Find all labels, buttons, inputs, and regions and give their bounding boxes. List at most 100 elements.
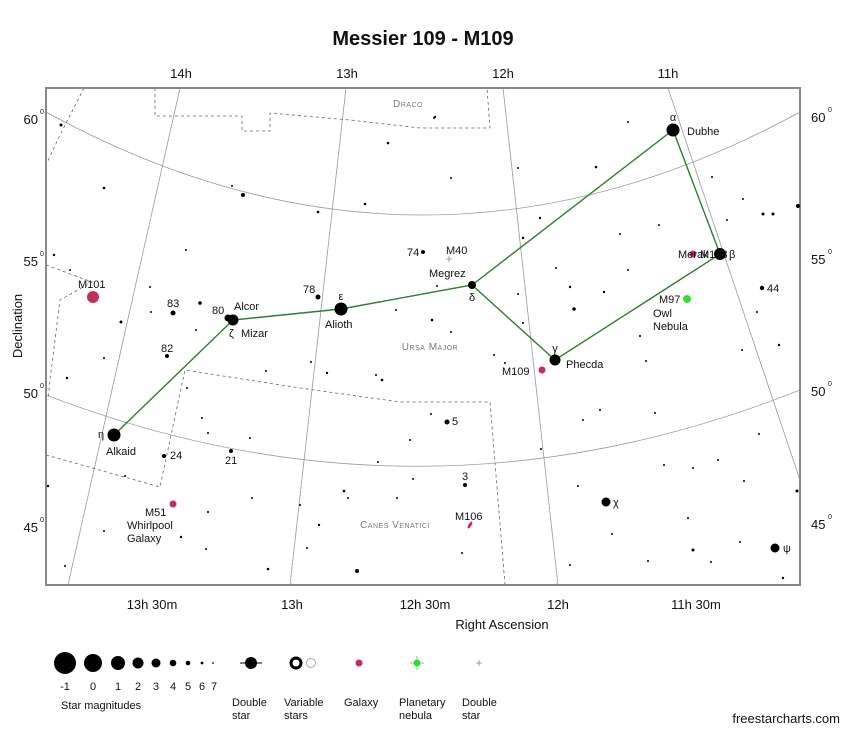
object-label: 74: [407, 247, 419, 259]
legend-variable: [306, 658, 316, 668]
galaxy: [87, 291, 99, 303]
star: [195, 329, 197, 331]
deep-sky-objects: [87, 250, 697, 529]
star: [179, 535, 183, 539]
object-label: Nebula: [653, 321, 689, 333]
star: [742, 198, 744, 200]
legend-label: Planetary: [399, 697, 446, 709]
object-label: 21: [225, 455, 237, 467]
ra-line: [667, 88, 800, 481]
star: [433, 115, 437, 119]
object-label: M51: [145, 507, 166, 519]
star: [59, 123, 63, 127]
star: [395, 309, 397, 311]
legend-magnitude: [200, 661, 204, 665]
object-label: Alioth: [325, 319, 353, 331]
star: [461, 552, 463, 554]
object-label: Alcor: [234, 301, 259, 313]
dec-tick-sup: 0: [828, 381, 832, 388]
object-label: α: [670, 112, 677, 124]
legend-magnitude-label: 0: [90, 681, 96, 693]
boundary: [46, 88, 85, 166]
star: [266, 567, 270, 571]
ra-tick-top: 12h: [492, 66, 514, 81]
chart-title: Messier 109 - M109: [332, 28, 513, 50]
star: [150, 311, 152, 313]
star: [770, 543, 780, 553]
star: [666, 123, 680, 137]
star: [521, 236, 525, 240]
object-label: 44: [767, 283, 779, 295]
star: [504, 362, 506, 364]
legend-magnitude-label: 2: [135, 681, 141, 693]
star: [658, 224, 660, 226]
star: [103, 357, 105, 359]
object-label: χ: [613, 497, 619, 509]
object-label: 83: [167, 298, 179, 310]
legend-label: star: [232, 710, 251, 722]
object-label: 78: [303, 284, 315, 296]
star: [198, 301, 202, 305]
object-label: η: [98, 429, 104, 441]
dec-tick-right: 45: [811, 517, 825, 532]
star: [124, 475, 126, 477]
object-label: Megrez: [429, 268, 466, 280]
legend-magnitude-label: 4: [170, 681, 176, 693]
star: [107, 428, 121, 442]
star: [717, 459, 719, 461]
legend-variable: [289, 656, 303, 670]
legend-planetary: [410, 656, 424, 670]
x-axis-label: Right Ascension: [455, 617, 548, 632]
object-label: M97: [659, 294, 680, 306]
dec-tick-sup: 0: [40, 517, 44, 524]
star: [463, 483, 467, 487]
object-label: δ: [469, 292, 475, 304]
legend-label: nebula: [399, 710, 433, 722]
object-label: Whirlpool: [127, 520, 173, 532]
star: [663, 464, 665, 466]
star: [306, 547, 308, 549]
object-label: ψ: [783, 543, 791, 555]
star: [342, 489, 346, 493]
star: [149, 286, 151, 288]
legend-magnitude-label: 3: [153, 681, 159, 693]
star: [771, 212, 775, 216]
star: [450, 177, 452, 179]
galaxy: [467, 521, 473, 529]
ra-tick-bottom: 12h 30m: [400, 597, 451, 612]
star: [568, 285, 572, 289]
star: [231, 185, 233, 187]
star: [185, 249, 187, 251]
star: [207, 432, 209, 434]
legend-double-star: [476, 660, 482, 666]
dec-tick-right: 50: [811, 384, 825, 399]
star: [647, 560, 649, 562]
stars: [46, 115, 800, 580]
star: [756, 311, 758, 313]
star: [64, 565, 66, 567]
legend-magnitude-label: -1: [60, 681, 70, 693]
star: [741, 349, 743, 351]
object-label: 3: [462, 471, 468, 483]
dec-circle: [46, 111, 800, 216]
star: [207, 511, 209, 513]
legend-magnitude-label: 6: [199, 681, 205, 693]
legend-magnitude: [84, 654, 102, 672]
star: [619, 233, 621, 235]
star: [577, 485, 579, 487]
star: [645, 360, 647, 362]
star: [205, 548, 207, 550]
object-label: 82: [161, 343, 173, 355]
star: [611, 533, 613, 535]
boundary: [46, 369, 506, 585]
star: [761, 212, 765, 216]
star: [781, 576, 785, 580]
legend-label: Galaxy: [344, 697, 379, 709]
legend-magnitude: [54, 652, 76, 674]
star: [325, 371, 329, 375]
star: [377, 461, 379, 463]
dec-tick-sup: 0: [40, 383, 44, 390]
star: [726, 219, 728, 221]
star: [759, 285, 765, 291]
